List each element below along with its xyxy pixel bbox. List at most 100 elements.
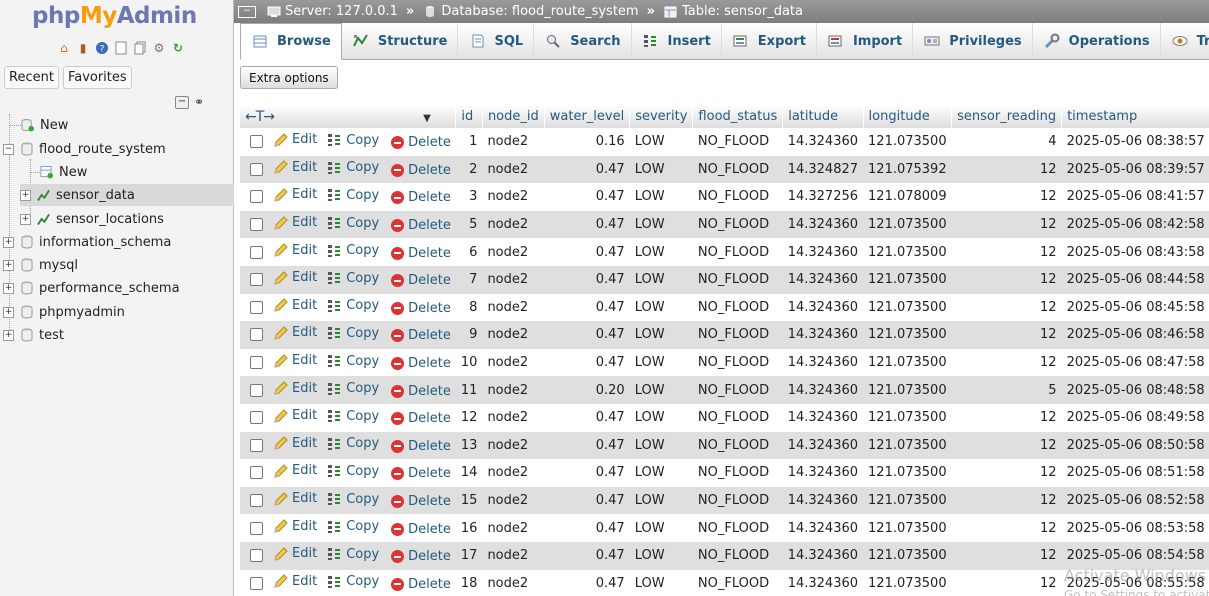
copy-button[interactable]: Copy — [327, 546, 379, 562]
delete-button[interactable]: Delete — [389, 438, 451, 454]
column-header-severity[interactable]: severity — [629, 105, 694, 128]
column-header-id[interactable]: id — [455, 105, 483, 128]
tree-item-new[interactable]: New — [9, 114, 68, 136]
row-checkbox[interactable] — [250, 245, 263, 259]
table-row[interactable]: Edit Copy Delete 11 node2 0.20 LOW NO_FLOOD 14.3… — [240, 376, 1209, 404]
copy-button[interactable]: Copy — [327, 160, 379, 176]
expand-icon[interactable]: + — [20, 189, 31, 201]
tree-item-phpmyadmin[interactable]: + phpmyadmin — [3, 301, 125, 323]
tree-item-sensor-data[interactable]: + sensor_data — [20, 184, 234, 206]
row-checkbox[interactable] — [250, 135, 263, 149]
delete-button[interactable]: Delete — [389, 328, 451, 344]
row-checkbox[interactable] — [250, 190, 263, 204]
table-row[interactable]: Edit Copy Delete 3 node2 0.47 LOW NO_FLOOD 14.32… — [240, 183, 1209, 211]
edit-button[interactable]: Edit — [273, 297, 317, 313]
edit-button[interactable]: Edit — [273, 380, 317, 396]
delete-button[interactable]: Delete — [389, 466, 451, 482]
tab-sql[interactable]: SQL — [458, 23, 535, 59]
column-header-water-level[interactable]: water_level — [544, 105, 631, 128]
tab-recent[interactable]: Recent — [4, 66, 59, 89]
delete-button[interactable]: Delete — [389, 411, 451, 427]
copy-button[interactable]: Copy — [327, 298, 379, 314]
table-row[interactable]: Edit Copy Delete 15 node2 0.47 LOW NO_FLOOD 14.3… — [240, 486, 1209, 515]
row-checkbox[interactable] — [250, 576, 263, 590]
expand-icon[interactable]: + — [3, 329, 14, 341]
copy-button[interactable]: Copy — [327, 408, 379, 424]
row-checkbox[interactable] — [250, 273, 263, 287]
table-row[interactable]: Edit Copy Delete 18 node2 0.47 LOW NO_FLOOD 14.3… — [240, 569, 1209, 596]
copy-button[interactable]: Copy — [327, 381, 379, 397]
row-checkbox[interactable] — [250, 494, 263, 508]
copy-button[interactable]: Copy — [327, 436, 379, 452]
edit-button[interactable]: Edit — [273, 546, 317, 562]
breadcrumb-server[interactable]: Server: 127.0.0.1 — [266, 4, 398, 19]
delete-button[interactable]: Delete — [389, 494, 451, 510]
table-row[interactable]: Edit Copy Delete 10 node2 0.47 LOW NO_FLOOD 14.3… — [240, 348, 1209, 377]
delete-button[interactable]: Delete — [389, 576, 451, 592]
tree-item-test[interactable]: + test — [3, 324, 64, 346]
help-icon[interactable]: ? — [94, 40, 110, 56]
tab-search[interactable]: Search — [534, 23, 632, 59]
delete-button[interactable]: Delete — [389, 190, 451, 206]
copy-button[interactable]: Copy — [327, 132, 379, 148]
column-header-timestamp[interactable]: timestamp — [1061, 105, 1209, 128]
copy-button[interactable]: Copy — [327, 463, 379, 479]
row-checkbox[interactable] — [250, 328, 263, 342]
delete-button[interactable]: Delete — [389, 356, 451, 372]
tab-browse[interactable]: Browse — [240, 23, 342, 60]
row-checkbox[interactable] — [250, 411, 263, 425]
copy-button[interactable]: Copy — [327, 270, 379, 286]
tab-export[interactable]: Export — [721, 23, 817, 59]
copy-icon[interactable] — [132, 40, 148, 56]
copy-button[interactable]: Copy — [327, 215, 379, 231]
tab-operations[interactable]: Operations — [1032, 23, 1161, 59]
tab-structure[interactable]: Structure — [341, 23, 459, 59]
tab-favorites[interactable]: Favorites — [62, 66, 132, 89]
collapse-nav-icon[interactable]: − — [238, 5, 256, 18]
table-row[interactable]: Edit Copy Delete 1 node2 0.16 LOW NO_FLOOD 14.32… — [240, 128, 1209, 156]
delete-button[interactable]: Delete — [389, 273, 451, 289]
table-row[interactable]: Edit Copy Delete 6 node2 0.47 LOW NO_FLOOD 14.32… — [240, 238, 1209, 266]
table-row[interactable]: Edit Copy Delete 14 node2 0.47 LOW NO_FLOOD 14.3… — [240, 459, 1209, 487]
home-icon[interactable]: ⌂ — [60, 41, 68, 55]
docs-icon[interactable] — [113, 40, 129, 56]
edit-button[interactable]: Edit — [273, 325, 317, 341]
expand-icon[interactable]: + — [20, 213, 31, 225]
copy-button[interactable]: Copy — [327, 325, 379, 341]
expand-icon[interactable]: + — [3, 236, 14, 248]
table-row[interactable]: Edit Copy Delete 16 node2 0.47 LOW NO_FLOOD 14.3… — [240, 514, 1209, 542]
extra-options-button[interactable]: Extra options — [240, 66, 338, 89]
row-checkbox[interactable] — [250, 383, 263, 397]
edit-button[interactable]: Edit — [273, 408, 317, 424]
row-checkbox[interactable] — [250, 356, 263, 370]
column-header-longitude[interactable]: longitude — [863, 105, 953, 128]
column-header-latitude[interactable]: latitude — [782, 105, 864, 128]
table-row[interactable]: Edit Copy Delete 9 node2 0.47 LOW NO_FLOOD 14.32… — [240, 321, 1209, 349]
expand-icon[interactable]: + — [3, 282, 14, 294]
edit-button[interactable]: Edit — [273, 353, 317, 369]
collapse-all-icon[interactable]: − — [175, 95, 189, 109]
copy-button[interactable]: Copy — [327, 491, 379, 507]
collapse-icon[interactable]: − — [3, 143, 14, 155]
delete-button[interactable]: Delete — [389, 245, 451, 261]
delete-button[interactable]: Delete — [389, 300, 451, 316]
expand-icon[interactable]: + — [3, 259, 14, 271]
table-row[interactable]: Edit Copy Delete 8 node2 0.47 LOW NO_FLOOD 14.32… — [240, 293, 1209, 322]
copy-button[interactable]: Copy — [327, 574, 379, 590]
breadcrumb-table[interactable]: Table: sensor_data — [663, 4, 803, 19]
delete-button[interactable]: Delete — [389, 521, 451, 537]
expand-icon[interactable]: + — [3, 306, 14, 318]
table-row[interactable]: Edit Copy Delete 17 node2 0.47 LOW NO_FLOOD 14.3… — [240, 541, 1209, 570]
sort-dropdown-icon[interactable]: ▼ — [423, 112, 431, 124]
tree-item-flood-route-system[interactable]: − flood_route_system — [3, 138, 166, 160]
delete-button[interactable]: Delete — [389, 383, 451, 399]
copy-button[interactable]: Copy — [327, 243, 379, 259]
delete-button[interactable]: Delete — [389, 135, 451, 151]
tree-item-information-schema[interactable]: + information_schema — [3, 231, 171, 253]
column-header-flood-status[interactable]: flood_status — [692, 105, 784, 128]
tab-privileges[interactable]: Privileges — [913, 23, 1033, 59]
row-checkbox[interactable] — [250, 438, 263, 452]
table-row[interactable]: Edit Copy Delete 5 node2 0.47 LOW NO_FLOOD 14.32… — [240, 210, 1209, 239]
tree-item-performance-schema[interactable]: + performance_schema — [3, 277, 180, 299]
tab-tracking[interactable]: Tracking — [1160, 23, 1209, 59]
